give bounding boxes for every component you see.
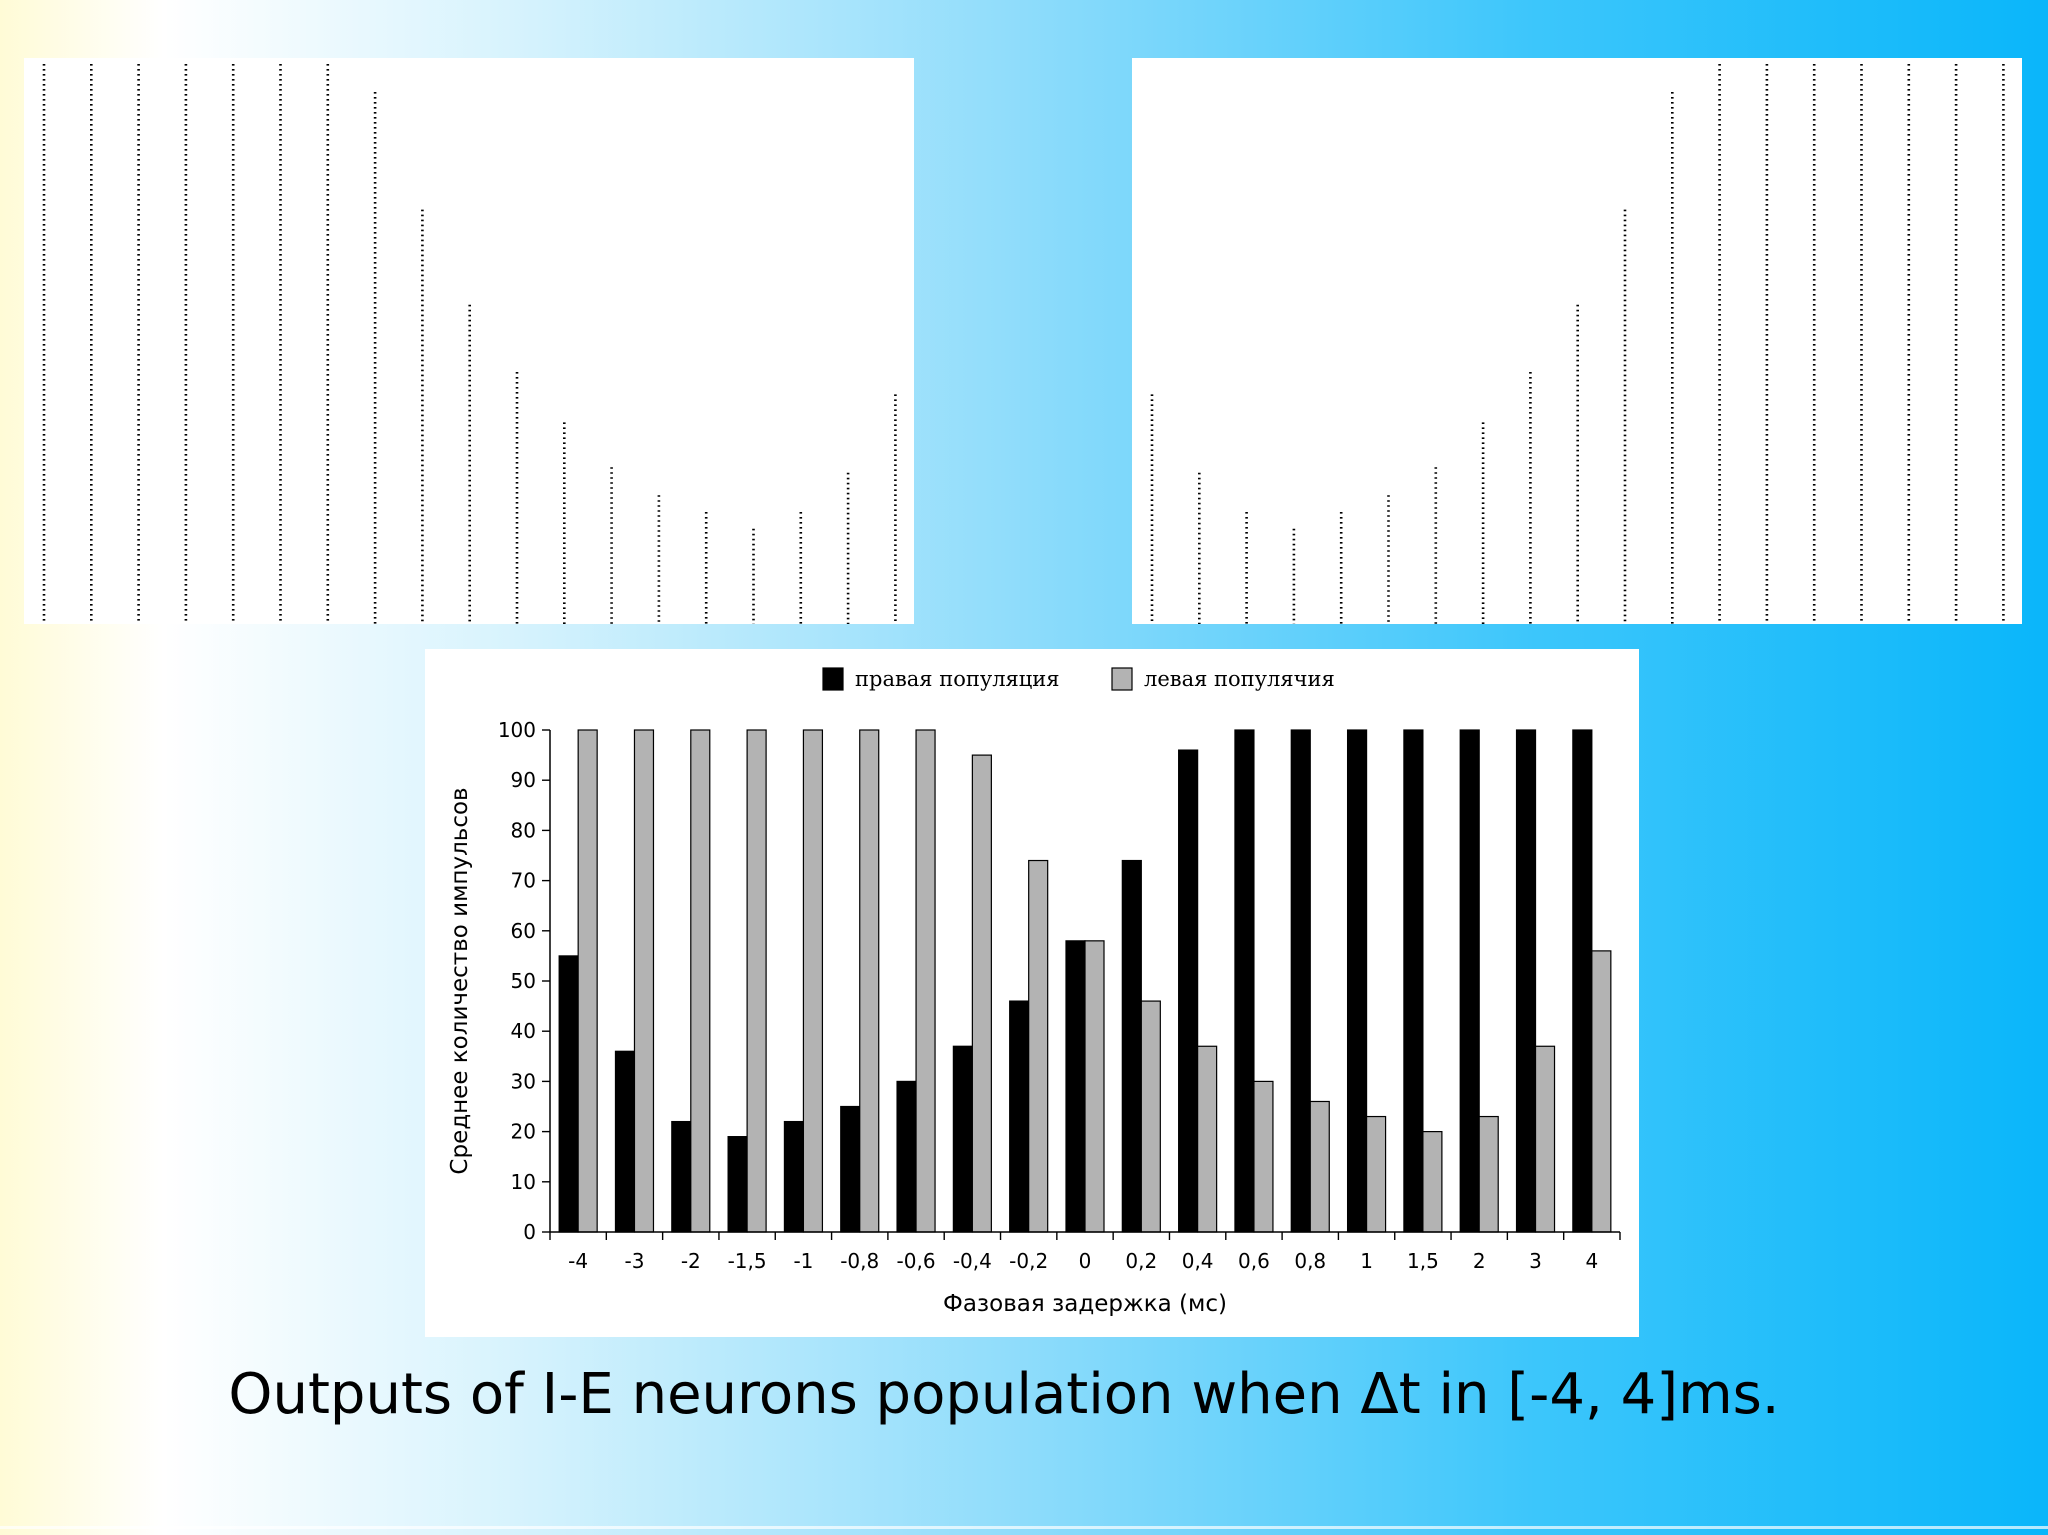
x-tick-label: 2 [1473,1249,1486,1273]
x-tick-label: -3 [624,1249,644,1273]
legend-swatch-0 [822,667,844,691]
bar-s0-9 [1065,940,1086,1233]
y-tick-label: 40 [511,1019,536,1043]
y-tick-label: 30 [511,1069,536,1093]
y-tick-label: 70 [511,869,536,893]
bar-s1-17 [1534,1045,1556,1233]
raster-plot-left [24,58,914,624]
x-tick-label: -4 [568,1249,588,1273]
bar-s1-8 [1028,859,1049,1233]
bar-s1-3 [746,729,767,1233]
raster-left-svg [42,64,897,624]
bar-s1-10 [1140,1000,1161,1233]
bar-s1-9 [1084,940,1105,1233]
x-tick-label: 3 [1529,1249,1542,1273]
x-tick-label: -0,4 [953,1249,992,1273]
bar-s1-12 [1253,1080,1274,1233]
x-tick-label: 0,2 [1125,1249,1157,1273]
raster-plot-right [1132,58,2022,624]
raster-right-svg [1150,64,2005,624]
bar-s1-4 [802,729,824,1233]
x-tick-label: -0,8 [840,1249,879,1273]
legend-label-0: правая популяция [855,667,1060,691]
y-tick-label: 10 [511,1170,536,1194]
x-tick-label: 4 [1585,1249,1598,1273]
bar-s0-13 [1290,729,1311,1233]
bar-s1-1 [633,729,655,1233]
x-tick-label: 0,8 [1294,1249,1326,1273]
bar-s1-11 [1197,1045,1218,1233]
x-tick-label: 1 [1360,1249,1373,1273]
bar-s0-1 [614,1050,636,1233]
x-axis-title: Фазовая задержка (мс) [943,1291,1227,1317]
bar-s0-4 [783,1120,805,1233]
y-axis-title: Среднее количество импульсов [447,787,473,1174]
bar-s0-8 [1009,1000,1030,1233]
bar-s1-7 [971,754,992,1233]
bar-chart-panel: -4 -3 -2 -1,5 -1 -0,8 -0,6 -0,4 -0,2 0 0,2 0,4 0,6 0,… [425,649,1639,1337]
bar-s1-0 [577,729,598,1233]
bar-s1-16 [1478,1115,1499,1233]
bar-s1-14 [1365,1115,1387,1233]
y-tick-label: 50 [511,969,536,993]
bar-s0-2 [671,1120,692,1233]
bar-s1-2 [690,729,711,1233]
y-tick-label: 100 [498,718,536,742]
bar-s0-0 [558,955,579,1233]
y-tick-label: 20 [511,1120,536,1144]
bar-s0-16 [1459,729,1480,1233]
bar-s1-5 [859,729,880,1233]
bar-s0-17 [1515,729,1537,1233]
x-tick-label: -2 [681,1249,701,1273]
x-tick-label: 0,4 [1182,1249,1214,1273]
y-tick-label: 60 [511,919,536,943]
bar-s1-13 [1309,1100,1330,1233]
bottom-divider [0,1526,2048,1529]
bar-s0-6 [896,1080,917,1233]
y-tick-label: 90 [511,768,536,792]
bar-s0-14 [1346,729,1368,1233]
bar-chart-svg: -4 -3 -2 -1,5 -1 -0,8 -0,6 -0,4 -0,2 0 0,2 0,4 0,6 0,… [447,667,1621,1317]
x-tick-label: 1,5 [1407,1249,1439,1273]
legend-swatch-1 [1111,667,1133,691]
bar-s1-6 [915,729,936,1233]
bar-s0-12 [1234,729,1255,1233]
x-tick-label: 0 [1079,1249,1092,1273]
bar-s1-18 [1591,950,1612,1233]
bar-s0-7 [952,1045,973,1233]
bar-s0-3 [727,1136,748,1233]
bar-s0-15 [1403,729,1424,1233]
x-tick-label: 0,6 [1238,1249,1270,1273]
bar-s0-10 [1121,859,1142,1233]
x-tick-label: -1 [793,1249,813,1273]
y-tick-label: 0 [523,1220,536,1244]
slide-caption: Outputs of I-E neurons population when Δ… [228,1362,1780,1427]
bar-s0-5 [840,1105,861,1233]
bar-s0-18 [1572,729,1593,1233]
bar-s1-15 [1422,1131,1443,1233]
x-tick-label: -1,5 [728,1249,767,1273]
y-tick-label: 80 [511,818,536,842]
x-tick-label: -0,6 [897,1249,936,1273]
legend-label-1: левая популячия [1144,667,1335,691]
x-tick-label: -0,2 [1009,1249,1048,1273]
bar-s0-11 [1178,749,1199,1233]
